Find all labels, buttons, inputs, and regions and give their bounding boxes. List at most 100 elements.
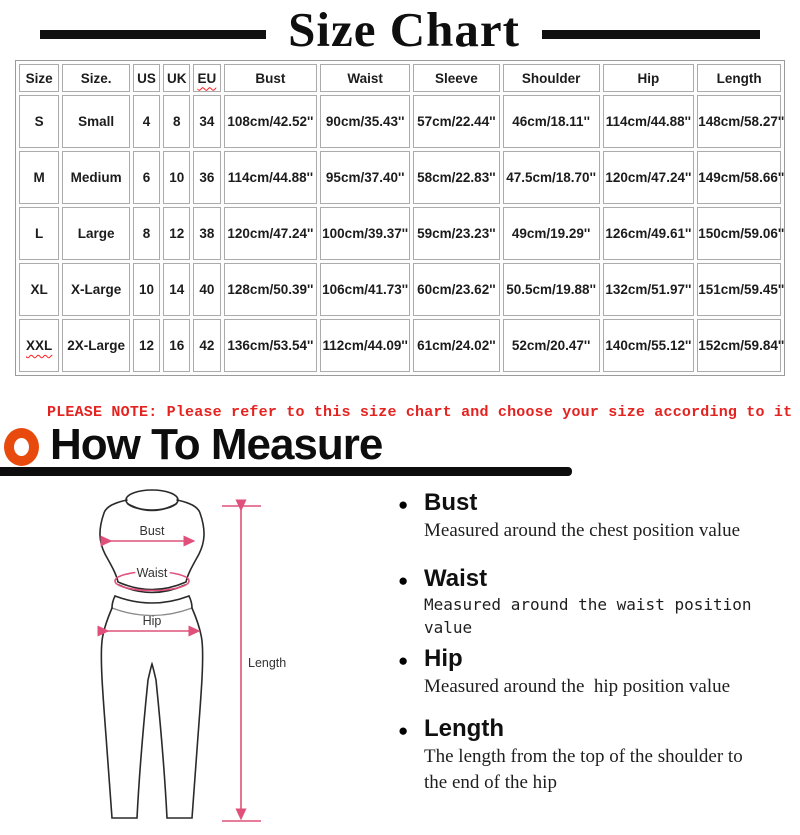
table-cell: 60cm/23.62''	[413, 263, 500, 316]
figure-waist-label: Waist	[137, 566, 168, 580]
column-header-uk: UK	[163, 64, 191, 92]
column-header-hip: Hip	[602, 64, 695, 92]
table-cell: 46cm/18.11''	[502, 95, 600, 148]
table-cell: 10	[132, 263, 161, 316]
title-right-bar	[541, 29, 760, 39]
page-header: Size Chart	[0, 0, 800, 58]
table-cell: M	[19, 151, 60, 204]
table-cell: 126cm/49.61''	[602, 207, 695, 260]
bullet-icon: ●	[398, 721, 409, 740]
table-cell: 150cm/59.06''	[697, 207, 784, 260]
table-cell: 52cm/20.47''	[502, 319, 600, 372]
size-table-container: Size Size. US UK EU Bust Waist Sleeve Shoulder Hi…	[15, 60, 785, 376]
measure-item-body: Hip Measured around the hip position valu…	[424, 645, 731, 700]
table-cell: 14	[163, 263, 191, 316]
measure-item-description: Measured around the chest position value	[424, 520, 741, 542]
table-cell: 100cm/39.37''	[320, 207, 411, 260]
table-cell: 57cm/22.44''	[413, 95, 500, 148]
column-header-eu: EU	[193, 64, 221, 92]
table-cell: 149cm/58.66''	[697, 151, 784, 204]
table-cell: 152cm/59.84''	[697, 319, 784, 372]
heading-underline-bar	[0, 467, 572, 476]
measure-item-hip: ● Hip Measured around the hip position val…	[398, 645, 792, 700]
measure-item-label: Bust	[424, 489, 478, 516]
table-cell: 128cm/50.39''	[223, 263, 318, 316]
table-cell: 132cm/51.97''	[602, 263, 695, 316]
table-row: S Small 4 8 34 108cm/42.52'' 90cm/35.43'' 57cm/…	[19, 95, 784, 148]
table-row: XXL 2X-Large 12 16 42 136cm/53.54'' 112cm/44.0…	[19, 319, 784, 372]
table-cell: 114cm/44.88''	[223, 151, 318, 204]
table-cell: 120cm/47.24''	[223, 207, 318, 260]
table-cell: 8	[163, 95, 191, 148]
measure-item-body: Bust Measured around the chest position v…	[424, 489, 741, 544]
size-table: Size Size. US UK EU Bust Waist Sleeve Shoulder Hi…	[16, 61, 784, 375]
table-cell: XXL	[19, 319, 60, 372]
measure-item-label: Waist	[424, 565, 488, 592]
table-cell: 42	[193, 319, 221, 372]
table-cell: 38	[193, 207, 221, 260]
bullet-icon: ●	[398, 651, 409, 670]
figure-length-label: Length	[248, 656, 286, 670]
table-cell: 50.5cm/19.88''	[502, 263, 600, 316]
figure-bust-label: Bust	[139, 524, 165, 538]
bullet-icon: ●	[398, 495, 409, 514]
measurement-figure: Bust Waist Hip Length	[75, 484, 315, 830]
measure-item-description: The length from the top of the shoulder …	[424, 746, 743, 794]
table-row: XL X-Large 10 14 40 128cm/50.39'' 106cm/41.73'…	[19, 263, 784, 316]
measure-item-label: Hip	[424, 645, 463, 672]
measure-item-waist: ● Waist Measured around the waist position…	[398, 565, 792, 639]
column-header-us: US	[132, 64, 161, 92]
table-cell: Small	[62, 95, 130, 148]
size-table-body: S Small 4 8 34 108cm/42.52'' 90cm/35.43'' 57cm/…	[19, 95, 784, 372]
measure-item-body: Waist Measured around the waist position …	[424, 565, 792, 639]
table-cell: 61cm/24.02''	[413, 319, 500, 372]
table-cell: 49cm/19.29''	[502, 207, 600, 260]
table-cell: 90cm/35.43''	[320, 95, 411, 148]
table-cell: 59cm/23.23''	[413, 207, 500, 260]
size-note: PLEASE NOTE: Please refer to this size c…	[47, 404, 793, 421]
column-header-waist: Waist	[320, 64, 411, 92]
table-cell: 4	[132, 95, 161, 148]
page-title: Size Chart	[288, 1, 520, 57]
table-cell: 2X-Large	[62, 319, 130, 372]
table-cell: 95cm/37.40''	[320, 151, 411, 204]
table-cell: 108cm/42.52''	[223, 95, 318, 148]
table-cell: 120cm/47.24''	[602, 151, 695, 204]
table-cell: S	[19, 95, 60, 148]
measure-item-description: Measured around the hip position value	[424, 676, 731, 698]
table-row: L Large 8 12 38 120cm/47.24'' 100cm/39.37'' 59c…	[19, 207, 784, 260]
table-cell: 12	[163, 207, 191, 260]
column-header-size: Size	[19, 64, 60, 92]
measure-item-body: Length The length from the top of the sho…	[424, 715, 743, 796]
table-cell: X-Large	[62, 263, 130, 316]
column-header-shoulder: Shoulder	[502, 64, 600, 92]
table-cell: Medium	[62, 151, 130, 204]
column-header-length: Length	[697, 64, 781, 92]
table-cell: 34	[193, 95, 221, 148]
table-cell: 47.5cm/18.70''	[502, 151, 600, 204]
table-cell: L	[19, 207, 60, 260]
table-cell: Large	[62, 207, 130, 260]
table-cell: 140cm/55.12''	[602, 319, 695, 372]
table-cell: 16	[163, 319, 191, 372]
measure-item-label: Length	[424, 715, 504, 742]
size-table-header-row: Size Size. US UK EU Bust Waist Sleeve Shoulder Hi…	[19, 64, 781, 92]
garment-diagram-icon: Bust Waist Hip Length	[97, 489, 286, 822]
measure-item-description: Measured around the waist position value	[424, 595, 762, 637]
table-cell: 36	[193, 151, 221, 204]
table-cell: 8	[132, 207, 161, 260]
column-header-size: Size.	[62, 64, 130, 92]
table-cell: 151cm/59.45''	[697, 263, 784, 316]
table-cell: 6	[132, 151, 161, 204]
table-cell: 148cm/58.27''	[697, 95, 784, 148]
how-to-measure-title: How To Measure	[50, 420, 383, 469]
table-row: M Medium 6 10 36 114cm/44.88'' 95cm/37.40'' 58c…	[19, 151, 784, 204]
column-header-sleeve: Sleeve	[413, 64, 500, 92]
table-cell: 58cm/22.83''	[413, 151, 500, 204]
bullet-icon: ●	[398, 571, 409, 590]
table-cell: 114cm/44.88''	[602, 95, 695, 148]
table-cell: 10	[163, 151, 191, 204]
table-cell: 12	[132, 319, 161, 372]
figure-hip-label: Hip	[143, 614, 162, 628]
measure-item-length: ● Length The length from the top of the sh…	[398, 715, 792, 796]
